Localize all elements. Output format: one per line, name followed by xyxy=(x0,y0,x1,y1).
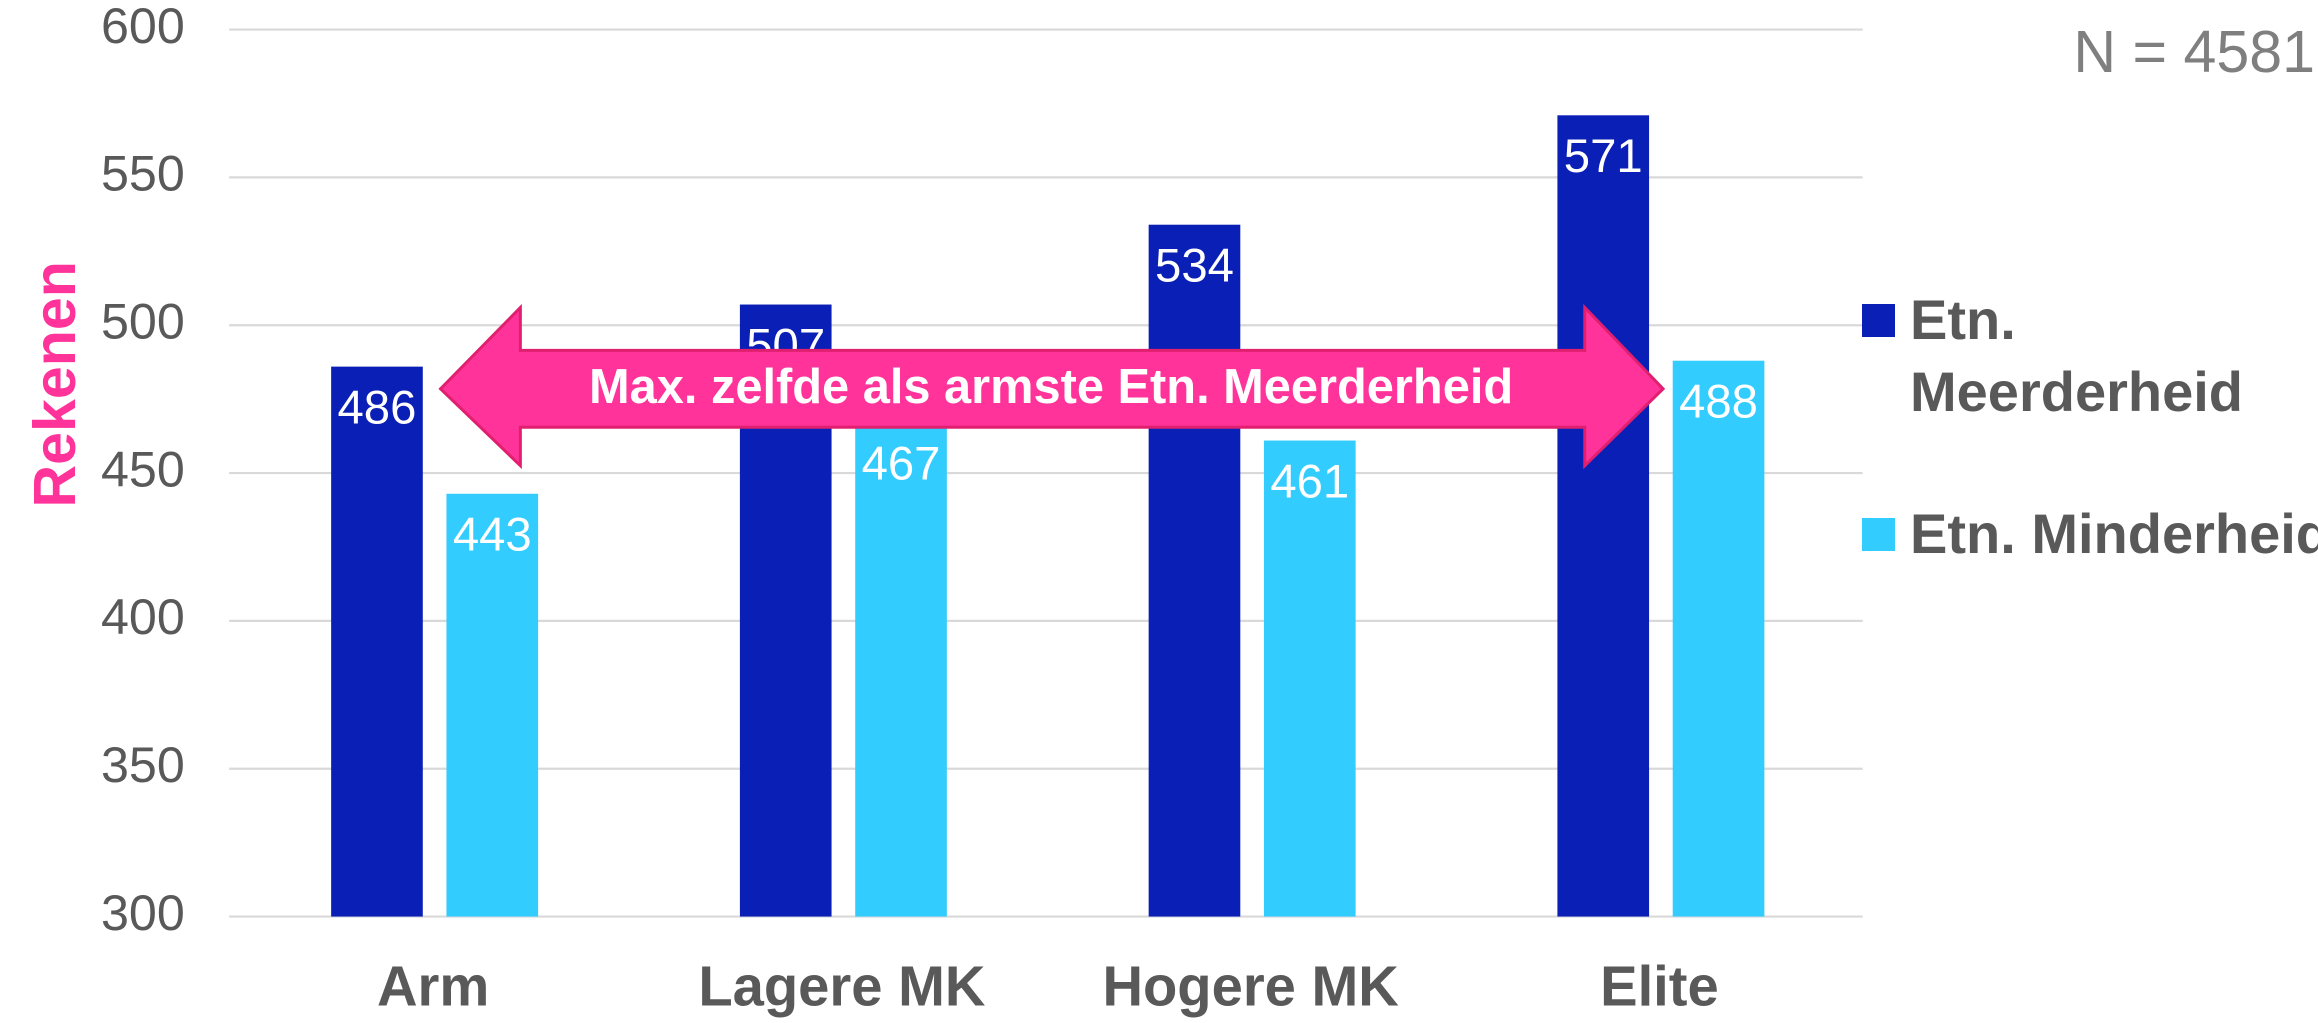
bar xyxy=(331,366,423,917)
y-tick-label: 550 xyxy=(101,146,185,202)
y-tick-label: 350 xyxy=(101,737,185,793)
x-tick-label: Elite xyxy=(1600,954,1719,1017)
bar xyxy=(1263,440,1356,917)
bars xyxy=(331,115,1765,917)
note: N = 4581 xyxy=(2073,18,2315,85)
y-tick-label: 500 xyxy=(101,294,185,350)
data-label: 486 xyxy=(338,381,417,434)
x-tick-label: Hogere MK xyxy=(1102,954,1399,1017)
y-tick-label: 400 xyxy=(101,589,185,645)
x-tick-label: Arm xyxy=(377,954,489,1017)
x-tick-label: Lagere MK xyxy=(698,954,986,1017)
annotation: Max. zelfde als armste Etn. Meerderheid xyxy=(589,360,1513,414)
bar xyxy=(446,493,539,917)
legend-swatch xyxy=(1862,518,1895,551)
data-label: 488 xyxy=(1679,376,1758,429)
y-axis-label: Rekenen xyxy=(21,261,88,507)
legend-swatch xyxy=(1862,304,1895,337)
data-label: 534 xyxy=(1155,240,1234,293)
data-label: 443 xyxy=(453,509,532,562)
y-tick-label: 300 xyxy=(101,885,185,941)
legend-label: Etn. Meerderheid xyxy=(1910,288,2243,423)
bar xyxy=(1557,115,1650,917)
y-tick-label: 450 xyxy=(101,441,185,497)
bar xyxy=(1672,360,1765,917)
y-tick-label: 600 xyxy=(101,0,185,54)
bar xyxy=(1148,224,1241,917)
bar xyxy=(855,422,947,917)
annotation-arrow xyxy=(438,303,1666,470)
data-label: 461 xyxy=(1270,455,1349,508)
legend-label: Etn. Minderheid xyxy=(1910,502,2318,565)
data-label: 467 xyxy=(862,438,941,491)
data-label: 571 xyxy=(1564,130,1643,183)
